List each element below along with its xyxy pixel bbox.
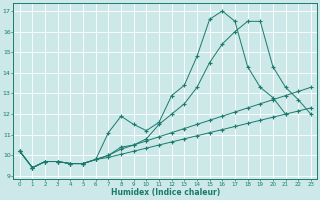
X-axis label: Humidex (Indice chaleur): Humidex (Indice chaleur) (111, 188, 220, 197)
